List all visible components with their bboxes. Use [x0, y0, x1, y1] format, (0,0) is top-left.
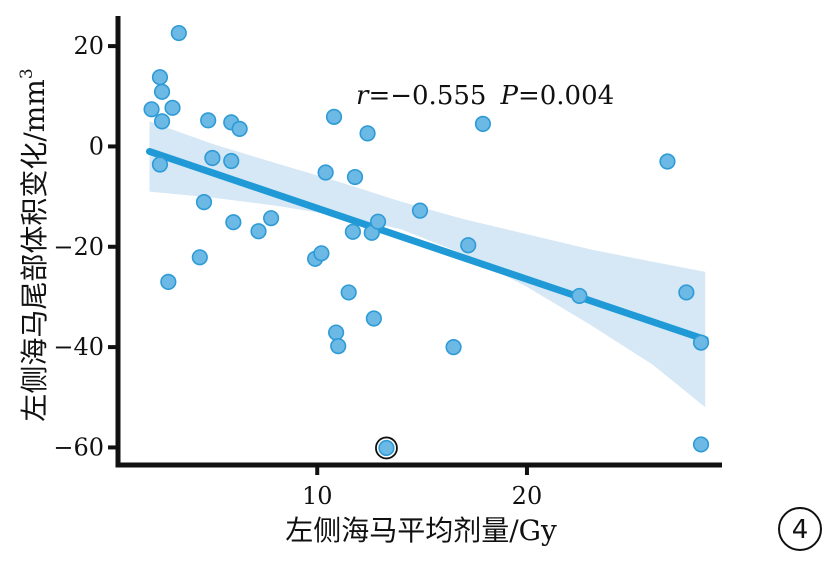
- p-value: =0.004: [518, 81, 614, 111]
- data-point-37: [571, 287, 588, 305]
- confidence-band: [149, 121, 706, 408]
- data-point-32: [378, 439, 395, 457]
- data-point-17: [250, 223, 267, 240]
- confidence-band-layer: [149, 121, 706, 408]
- data-point-23: [328, 324, 345, 341]
- data-point-16: [231, 120, 248, 137]
- x-axis-label: 左侧海马平均剂量/Gy: [285, 514, 557, 547]
- data-point-22: [325, 108, 343, 125]
- data-point-35: [460, 237, 477, 254]
- data-point-27: [346, 168, 364, 186]
- data-point-12: [204, 149, 221, 167]
- r-symbol: r: [356, 81, 370, 111]
- panel-label: 4: [792, 515, 809, 545]
- data-point-38: [659, 153, 676, 170]
- data-points-layer: [143, 24, 710, 460]
- y-axis-label-text: 左侧海马尾部体积变化/mm: [18, 79, 51, 422]
- data-point-15: [225, 214, 242, 231]
- data-point-14: [223, 152, 240, 170]
- data-point-10: [195, 194, 213, 211]
- data-point-34: [445, 339, 462, 356]
- data-point-31: [369, 213, 387, 230]
- y-axis-ticks: 20 0 −20 −40 −60: [53, 32, 118, 461]
- data-point-20: [313, 245, 330, 262]
- x-axis-ticks: 10 20: [302, 465, 542, 510]
- data-point-3: [153, 83, 171, 100]
- data-point-18: [262, 210, 280, 227]
- r-value: =−0.555: [368, 81, 486, 111]
- data-point-25: [340, 284, 357, 301]
- data-point-5: [151, 156, 169, 173]
- data-point-30: [365, 310, 382, 327]
- data-point-7: [170, 24, 187, 42]
- y-tick-label--60: −60: [53, 433, 104, 461]
- panel-label-circle: [778, 507, 822, 551]
- data-point-2: [151, 69, 169, 86]
- correlation-annotation: r=−0.555 P=0.004: [356, 81, 614, 111]
- data-point-8: [160, 273, 177, 290]
- y-tick-label--20: −20: [53, 233, 104, 261]
- regression-line-layer: [145, 147, 709, 344]
- data-point-28: [359, 125, 376, 142]
- data-point-6: [164, 99, 181, 116]
- x-tick-label-20: 20: [512, 482, 543, 510]
- y-axis-label: 左侧海马尾部体积变化/mm3: [17, 68, 51, 421]
- x-tick-label-10: 10: [302, 482, 333, 510]
- data-point-26: [344, 223, 361, 240]
- data-point-4: [153, 113, 171, 130]
- data-point-33: [411, 202, 429, 219]
- data-point-21: [317, 164, 334, 181]
- y-tick-label-0: 0: [89, 132, 104, 160]
- data-point-36: [474, 115, 492, 132]
- data-point-1: [143, 101, 160, 118]
- data-point-9: [191, 249, 208, 266]
- data-point-24: [330, 338, 347, 355]
- regression-line: [145, 147, 709, 344]
- y-tick-label--40: −40: [53, 333, 104, 361]
- y-axis-label-superscript: 3: [17, 68, 37, 79]
- data-point-40: [692, 334, 710, 351]
- y-tick-label-20: 20: [73, 32, 104, 60]
- highlight-ring: [375, 436, 398, 460]
- data-point-11: [200, 112, 217, 129]
- data-point-39: [678, 284, 695, 301]
- data-point-41: [692, 436, 710, 453]
- p-symbol: P: [499, 81, 518, 111]
